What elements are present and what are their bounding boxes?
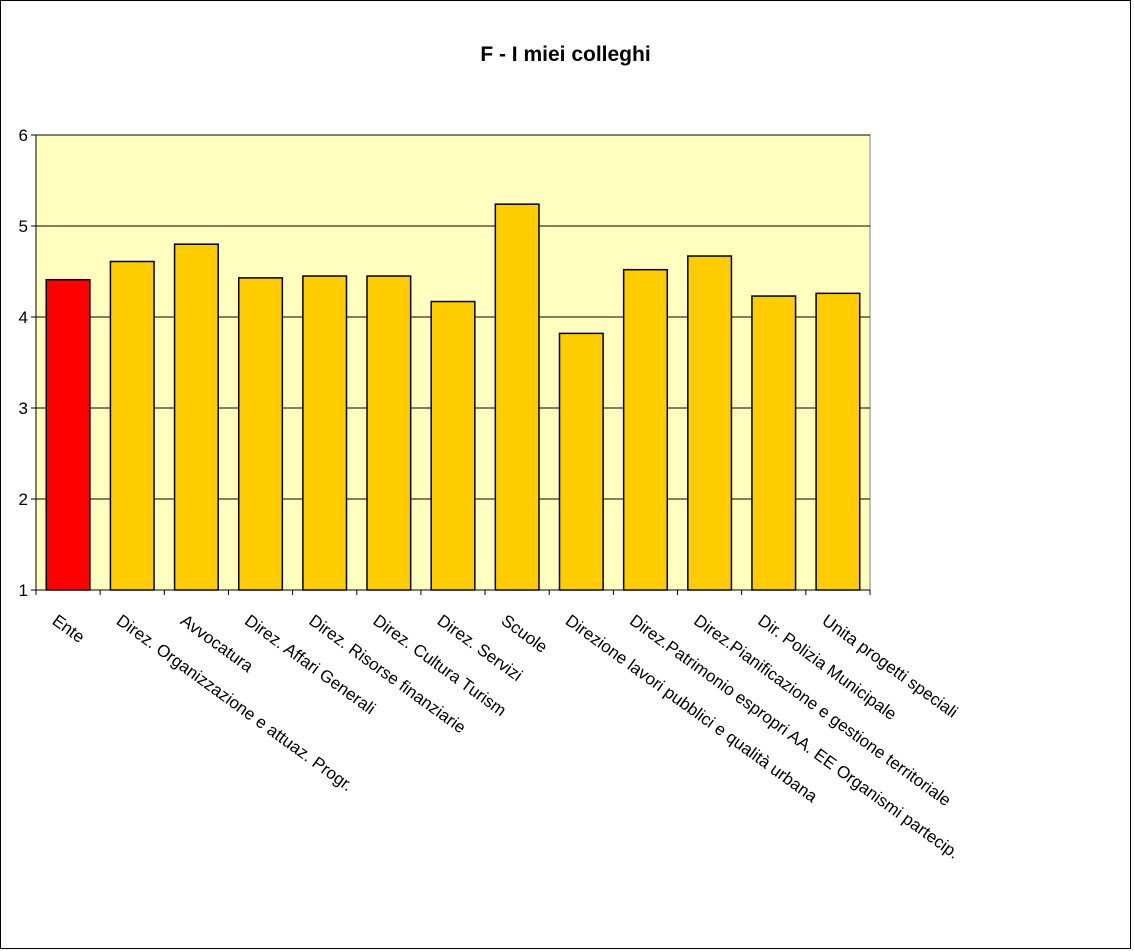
bar — [687, 255, 733, 591]
bar — [494, 203, 540, 591]
y-tick-labels: 1 2 3 4 5 6 — [19, 126, 28, 600]
chart-title: F - I miei colleghi — [480, 43, 651, 66]
bar — [237, 277, 284, 591]
x-category-label: Ente — [49, 611, 88, 647]
x-category-label: Direz. Organizzazione e attuaz. Progr. — [113, 611, 357, 795]
y-tick-label: 2 — [19, 490, 28, 509]
bars — [45, 203, 861, 591]
bar — [558, 332, 604, 591]
y-tick-label: 1 — [19, 581, 28, 600]
bar — [815, 292, 861, 591]
x-category-label: Scuole — [498, 611, 551, 657]
y-tick-label: 5 — [19, 217, 28, 236]
bar — [430, 300, 476, 591]
bar — [751, 295, 797, 591]
bar — [366, 275, 412, 591]
bar — [109, 260, 155, 591]
bar — [173, 243, 219, 591]
y-tick-label: 6 — [19, 126, 28, 145]
bar — [622, 268, 669, 591]
y-tick-label: 4 — [19, 308, 28, 327]
x-category-label: Direz.Pianificazione e gestione territor… — [690, 611, 954, 810]
x-category-labels: Ente Direz. Organizzazione e attuaz. Prog… — [49, 611, 963, 863]
bar — [302, 275, 348, 591]
axes — [31, 134, 871, 595]
bar — [45, 278, 91, 591]
y-tick-label: 3 — [19, 399, 28, 418]
